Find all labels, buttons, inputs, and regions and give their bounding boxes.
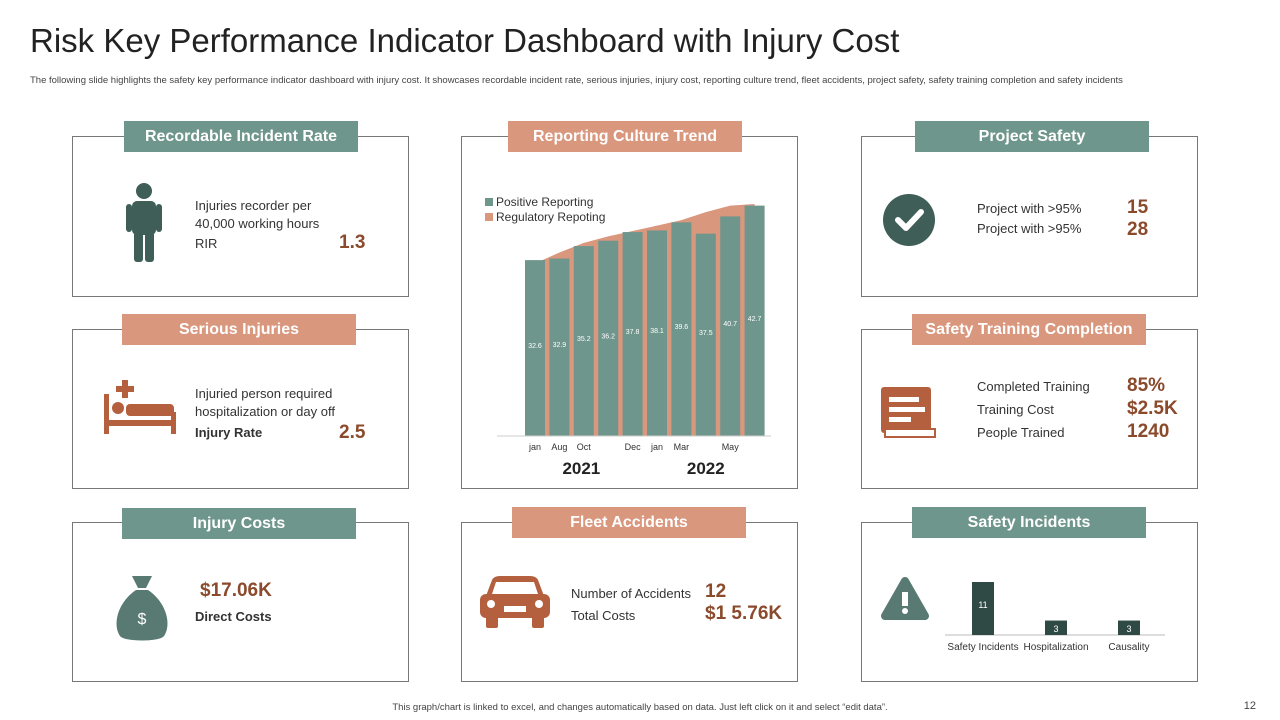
legend-swatch xyxy=(485,198,493,206)
bar xyxy=(744,205,765,436)
row-value: $2.5K xyxy=(1127,398,1178,419)
value-label: 40.7 xyxy=(723,321,737,328)
x-tick-label: jan xyxy=(528,442,541,452)
panel-heading: Recordable Incident Rate xyxy=(124,121,358,152)
row-label: Total Costs xyxy=(571,608,636,623)
panel-heading: Project Safety xyxy=(915,121,1149,152)
group-label: 2022 xyxy=(687,459,725,478)
x-tick-label: Dec xyxy=(625,442,642,452)
panel-heading: Safety Training Completion xyxy=(912,314,1146,345)
row-label: People Trained xyxy=(977,425,1065,440)
value-label: 35.2 xyxy=(577,336,591,343)
x-tick-label: jan xyxy=(650,442,663,452)
value-label: 38.1 xyxy=(650,328,664,335)
chart-svg: 32.6 32.9 35.2 36.2 37.8 38.1 39.6 37.5 40.7 42.7… xyxy=(485,195,771,478)
row-label: Training Cost xyxy=(977,402,1054,417)
row-label: Project with >95% xyxy=(977,221,1082,236)
car-icon xyxy=(480,576,550,628)
x-tick-label: Mar xyxy=(674,442,690,452)
row-value: 12 xyxy=(705,581,727,602)
panel-heading: Fleet Accidents xyxy=(512,507,746,538)
bar xyxy=(972,582,994,635)
value-label: 42.7 xyxy=(748,316,762,323)
legend-label: Regulatory Repoting xyxy=(496,210,605,224)
bar xyxy=(647,230,667,436)
check-icon xyxy=(883,194,935,246)
legend-swatch xyxy=(485,213,493,221)
title: Risk Key Performance Indicator Dashboard… xyxy=(30,22,900,59)
bar xyxy=(671,222,692,436)
chart: 32.6 32.9 35.2 36.2 37.8 38.1 39.6 37.5 40.7 42.7… xyxy=(461,136,798,489)
row-value: 15 xyxy=(1127,197,1149,218)
group-label: 2021 xyxy=(562,459,600,478)
value-label: 32.9 xyxy=(553,342,567,349)
x-tick-label: Safety Incidents xyxy=(947,642,1019,653)
x-tick-label: Oct xyxy=(577,442,592,452)
bar xyxy=(695,233,716,436)
bar xyxy=(549,258,570,436)
bar xyxy=(1118,620,1140,635)
metric-label: Injury Rate xyxy=(195,425,263,440)
row-value: 85% xyxy=(1127,375,1166,396)
metric-label: RIR xyxy=(195,236,218,251)
row-label: Project with >95% xyxy=(977,201,1082,216)
value-label: 11 xyxy=(978,600,987,610)
metric-value: 1.3 xyxy=(339,232,366,253)
money-bag-icon: $ xyxy=(116,576,168,641)
value-label: 32.6 xyxy=(528,343,542,350)
value-label: 36.2 xyxy=(601,333,615,340)
value-label: 39.6 xyxy=(675,324,689,331)
value-label: 37.5 xyxy=(699,330,713,337)
x-tick-label: Hospitalization xyxy=(1023,642,1089,653)
bar xyxy=(525,260,545,436)
bar xyxy=(598,240,619,436)
bar xyxy=(720,216,741,436)
panel-heading: Serious Injuries xyxy=(122,314,356,345)
metric-value: 2.5 xyxy=(339,422,366,443)
description: Injuries recorder per 40,000 working hou… xyxy=(195,198,320,231)
row-value: 1240 xyxy=(1127,421,1170,442)
value-label: 3 xyxy=(1053,624,1058,634)
bed-icon xyxy=(104,380,176,434)
bar xyxy=(573,246,594,436)
bar xyxy=(622,232,643,436)
cost-value: $17.06K xyxy=(200,580,272,601)
chart: 11 3 3 Safety Incidents Hospitalization Caus… xyxy=(861,522,1198,681)
svg-text:$: $ xyxy=(138,611,147,628)
footer: This graph/chart is linked to excel, and… xyxy=(392,702,888,713)
warning-icon xyxy=(902,608,908,614)
chart-svg: 11 3 3 xyxy=(881,577,1165,636)
row-value: $1 5.76K xyxy=(705,603,783,624)
x-tick-label: Aug xyxy=(551,442,567,452)
cost-label: Direct Costs xyxy=(195,609,272,624)
subtitle: The following slide highlights the safet… xyxy=(30,75,1123,86)
legend-label: Positive Reporting xyxy=(496,195,593,209)
value-label: 37.8 xyxy=(626,329,640,336)
warning-icon xyxy=(902,592,908,606)
description: Injuried person required hospitalization… xyxy=(195,386,335,419)
row-label: Completed Training xyxy=(977,379,1090,394)
chart-title: Reporting Culture Trend xyxy=(508,121,742,152)
row-value: 28 xyxy=(1127,219,1149,240)
chart-title: Safety Incidents xyxy=(912,507,1146,538)
person-icon xyxy=(126,183,162,262)
x-tick-label: Causality xyxy=(1108,642,1150,653)
bar xyxy=(1045,620,1067,635)
page-number: 12 xyxy=(1243,700,1256,712)
value-label: 3 xyxy=(1126,624,1131,634)
row-label: Number of Accidents xyxy=(571,586,691,601)
x-tick-label: May xyxy=(722,442,740,452)
panel-heading: Injury Costs xyxy=(122,508,356,539)
book-icon xyxy=(881,387,936,438)
